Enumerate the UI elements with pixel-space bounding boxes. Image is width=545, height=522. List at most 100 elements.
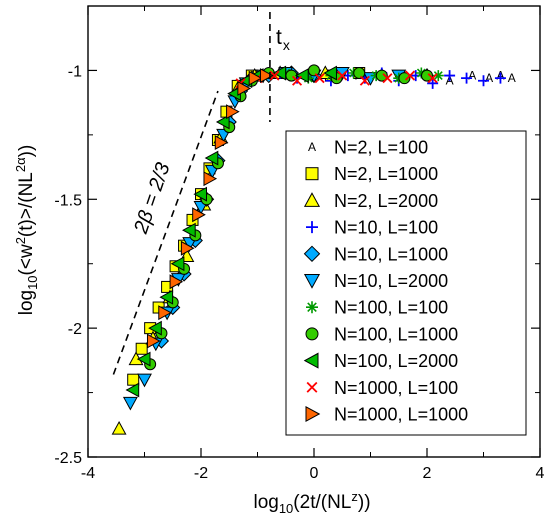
legend-item: N=100, L=2000 bbox=[303, 351, 458, 371]
data-point bbox=[111, 421, 127, 435]
legend-item: N=1000, L=1000 bbox=[305, 405, 468, 425]
data-point bbox=[269, 70, 280, 81]
data-point bbox=[405, 70, 416, 81]
data-point bbox=[182, 222, 196, 238]
data-point bbox=[204, 150, 219, 166]
data-point bbox=[359, 75, 370, 86]
x-axis-label: log10(2t/(NLz)) bbox=[253, 489, 370, 516]
x-tick-label: -4 bbox=[81, 465, 95, 482]
legend-marker bbox=[305, 327, 319, 341]
data-point bbox=[248, 70, 263, 86]
data-point bbox=[214, 135, 229, 151]
data-point bbox=[136, 351, 151, 367]
legend-marker bbox=[303, 192, 321, 207]
data-point bbox=[353, 67, 366, 80]
legend-item: A N=2, L=100 bbox=[308, 138, 428, 158]
slope-guide-line bbox=[112, 90, 219, 375]
series-11 bbox=[146, 68, 274, 349]
data-point bbox=[137, 373, 152, 388]
data-point bbox=[122, 396, 138, 411]
data-point bbox=[158, 305, 172, 321]
guide-layer bbox=[112, 12, 271, 375]
x-tick-label: 0 bbox=[310, 465, 319, 482]
data-point bbox=[170, 256, 185, 272]
legend: A N=2, L=100 N=2, L=1000 N=2, L=2000 N=10, L… bbox=[285, 130, 527, 436]
data-point bbox=[146, 333, 161, 349]
axis-ticks: -4 -2 0 2 4 -2.5 -2 -1.5 -1 bbox=[54, 6, 545, 482]
legend-marker bbox=[306, 221, 318, 234]
legend-marker bbox=[303, 274, 321, 289]
legend-label: N=10, L=1000 bbox=[334, 244, 448, 264]
data-point bbox=[127, 373, 140, 386]
data-point: A bbox=[485, 71, 493, 85]
data-point bbox=[125, 382, 140, 398]
data-point bbox=[292, 75, 303, 86]
legend-marker bbox=[305, 405, 321, 423]
data-point: A bbox=[508, 71, 516, 85]
legend-label: N=10, L=2000 bbox=[334, 271, 448, 291]
data-point bbox=[295, 68, 309, 84]
legend-item: N=10, L=1000 bbox=[303, 244, 448, 264]
data-point bbox=[375, 69, 388, 82]
legend-item: N=2, L=2000 bbox=[303, 191, 438, 211]
data-point bbox=[427, 77, 439, 89]
legend-marker bbox=[305, 167, 319, 181]
x-tick-label: 2 bbox=[423, 465, 432, 482]
legend-label: N=2, L=1000 bbox=[334, 164, 438, 184]
data-point bbox=[478, 75, 489, 87]
data-point bbox=[398, 72, 411, 85]
series-9 bbox=[125, 65, 337, 398]
data-point bbox=[382, 73, 393, 84]
data-point bbox=[314, 73, 325, 84]
legend-marker bbox=[306, 301, 318, 314]
markers-layer: AAAAAAAAA bbox=[111, 64, 516, 435]
y-tick-label: -2 bbox=[68, 321, 82, 338]
data-point bbox=[135, 342, 148, 355]
legend-marker bbox=[303, 352, 319, 369]
legend-item: N=100, L=100 bbox=[306, 298, 448, 318]
data-point bbox=[427, 73, 438, 84]
data-point bbox=[148, 320, 162, 336]
legend-label: N=1000, L=100 bbox=[334, 378, 458, 398]
legend-label: N=100, L=100 bbox=[334, 298, 448, 318]
x-tick-label: 4 bbox=[536, 465, 545, 482]
data-point bbox=[193, 186, 207, 202]
data-point bbox=[192, 207, 206, 223]
legend-box bbox=[285, 130, 527, 436]
legend-label: N=2, L=100 bbox=[334, 138, 428, 158]
data-point bbox=[259, 68, 274, 84]
y-axis-label: log10(<w2(t)>/(NL2α)) bbox=[13, 145, 40, 316]
data-point bbox=[169, 274, 184, 290]
legend-item: N=1000, L=100 bbox=[306, 378, 458, 398]
data-point bbox=[461, 72, 473, 84]
data-point: A bbox=[468, 69, 476, 83]
legend-marker: A bbox=[308, 140, 316, 154]
data-point bbox=[494, 72, 506, 84]
svg-text:log10(2t/(NLz)): log10(2t/(NLz)) bbox=[253, 489, 370, 516]
data-point bbox=[237, 81, 252, 96]
y-tick-label: -1.5 bbox=[54, 192, 82, 209]
x-tick-label: -2 bbox=[194, 465, 208, 482]
legend-label: N=100, L=2000 bbox=[334, 351, 458, 371]
legend-item: N=10, L=100 bbox=[306, 218, 438, 238]
crossover-subscript: x bbox=[283, 37, 290, 53]
data-point bbox=[159, 289, 174, 305]
data-point bbox=[337, 70, 348, 81]
legend-item: N=100, L=1000 bbox=[305, 324, 458, 344]
legend-label: N=2, L=2000 bbox=[334, 191, 438, 211]
legend-label: N=100, L=1000 bbox=[334, 324, 458, 344]
data-point bbox=[432, 70, 444, 82]
legend-marker bbox=[303, 245, 321, 263]
data-point bbox=[180, 240, 195, 256]
data-point bbox=[323, 65, 337, 81]
data-point bbox=[272, 65, 287, 81]
data-point bbox=[421, 69, 433, 82]
legend-item: N=10, L=2000 bbox=[303, 271, 448, 291]
data-point bbox=[308, 64, 320, 77]
data-point bbox=[226, 104, 240, 120]
legend-marker bbox=[306, 381, 318, 393]
crossover-label: tx bbox=[276, 26, 290, 53]
svg-text:log10(<w2(t)>/(NL2α)): log10(<w2(t)>/(NL2α)) bbox=[13, 145, 40, 316]
y-tick-label: -2.5 bbox=[54, 450, 82, 467]
